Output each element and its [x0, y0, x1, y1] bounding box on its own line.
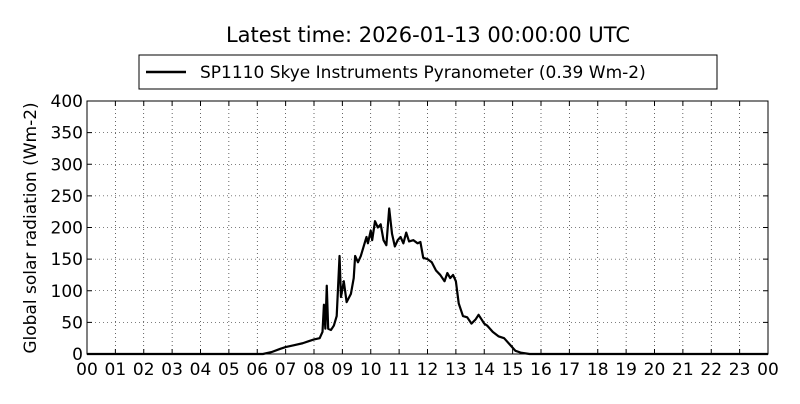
x-tick-label: 05: [218, 360, 240, 380]
x-tick-label: 17: [559, 360, 581, 380]
y-axis-label: Global solar radiation (Wm-2): [21, 102, 41, 353]
x-tick-label: 10: [360, 360, 382, 380]
legend-box: [138, 54, 718, 90]
y-tick-label: 100: [51, 282, 83, 302]
x-tick-label: 01: [105, 360, 127, 380]
y-tick-label: 150: [51, 250, 83, 270]
x-tick-label: 19: [615, 360, 637, 380]
y-tick-label: 350: [51, 124, 83, 144]
x-tick-label: 20: [644, 360, 666, 380]
x-tick-label: 14: [473, 360, 495, 380]
y-tick-label: 0: [72, 345, 83, 365]
x-tick-label: 08: [303, 360, 325, 380]
x-tick-label: 11: [388, 360, 410, 380]
y-tick-label: 250: [51, 187, 83, 207]
x-tick-label: 18: [587, 360, 609, 380]
x-tick-label: 16: [530, 360, 552, 380]
x-tick-label: 04: [190, 360, 212, 380]
x-tick-label: 21: [672, 360, 694, 380]
legend: SP1110 Skye Instruments Pyranometer (0.3…: [138, 54, 718, 90]
x-tick-label: 15: [502, 360, 524, 380]
x-tick-label: 23: [729, 360, 751, 380]
legend-label: SP1110 Skye Instruments Pyranometer (0.3…: [200, 63, 646, 83]
x-tick-label: 02: [133, 360, 155, 380]
chart-title: Latest time: 2026-01-13 00:00:00 UTC: [226, 23, 630, 47]
x-tick-label: 09: [332, 360, 354, 380]
y-tick-label: 50: [61, 313, 83, 333]
x-tick-label: 22: [700, 360, 722, 380]
x-tick-label: 03: [161, 360, 183, 380]
x-tick-label: 06: [246, 360, 268, 380]
x-tick-label: 07: [275, 360, 297, 380]
x-tick-label: 12: [417, 360, 439, 380]
y-tick-label: 400: [51, 92, 83, 112]
y-tick-label: 300: [51, 155, 83, 175]
x-tick-label: 13: [445, 360, 467, 380]
x-tick-label: 00: [757, 360, 779, 380]
plot-frame: [86, 100, 769, 355]
x-tick-label: 00: [76, 360, 98, 380]
data-line: [87, 207, 768, 356]
y-tick-label: 200: [51, 219, 83, 239]
